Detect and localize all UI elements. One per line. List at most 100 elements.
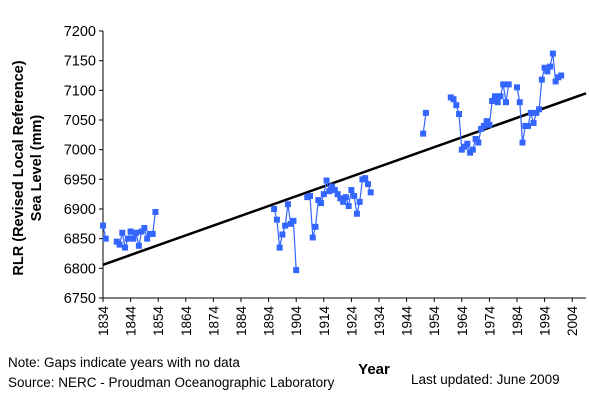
data-point [124, 235, 131, 242]
data-point [453, 102, 460, 109]
x-tick-label: 1924 [344, 306, 359, 337]
y-tick-label: 7000 [64, 143, 96, 159]
data-point [456, 111, 463, 118]
x-tick-label: 1874 [206, 306, 221, 337]
data-point [558, 72, 565, 79]
data-point [119, 229, 126, 236]
x-tick-label: 2004 [565, 306, 580, 337]
data-point [489, 98, 496, 105]
data-point [342, 194, 349, 201]
data-point [116, 241, 123, 248]
data-point [475, 139, 482, 146]
data-point [351, 192, 358, 199]
data-point [318, 200, 325, 207]
data-point [130, 235, 137, 242]
data-point [271, 206, 278, 212]
x-axis-label: Year [358, 361, 390, 378]
y-tick-label: 6800 [64, 261, 96, 277]
data-point [144, 235, 151, 242]
data-point [469, 146, 476, 153]
data-point [323, 177, 330, 184]
y-tick-label: 6900 [64, 202, 96, 218]
data-point [367, 189, 374, 196]
data-point [472, 135, 479, 142]
last-updated-note: Last updated: June 2009 [411, 372, 560, 387]
data-point [536, 106, 543, 113]
x-tick-label: 1884 [234, 306, 249, 337]
y-axis-label-line1: RLR (Revised Local Reference) [11, 60, 27, 275]
x-tick-label: 1954 [427, 306, 442, 337]
data-point [102, 235, 109, 242]
data-point [483, 118, 490, 125]
data-point [100, 222, 106, 229]
data-point [541, 64, 548, 71]
data-point [127, 228, 134, 235]
x-tick-label: 1994 [538, 306, 553, 337]
data-point [464, 140, 471, 147]
x-tick-label: 1964 [455, 306, 470, 337]
y-tick-label: 6750 [64, 291, 96, 307]
series-line [516, 53, 562, 143]
data-point [486, 121, 493, 128]
x-tick-label: 1894 [262, 306, 277, 337]
data-point [420, 130, 427, 137]
x-tick-label: 1864 [179, 306, 194, 337]
data-point [530, 119, 537, 126]
y-tick-label: 7050 [64, 113, 96, 129]
x-tick-label: 1844 [124, 306, 139, 337]
data-point [133, 229, 140, 236]
data-point [276, 244, 283, 251]
data-point [538, 76, 545, 83]
data-point [552, 78, 559, 85]
series-line [422, 112, 427, 134]
data-point [362, 175, 369, 182]
data-point [364, 181, 371, 188]
source-note: Source: NERC - Proudman Oceanographic La… [8, 375, 335, 390]
data-point [525, 122, 532, 129]
data-point [122, 244, 129, 251]
data-point [494, 99, 501, 106]
data-point [331, 187, 338, 194]
x-tick-label: 1974 [482, 306, 497, 337]
data-point [547, 63, 554, 70]
data-point [480, 122, 487, 129]
data-point [491, 93, 498, 100]
data-point [450, 96, 457, 103]
data-point [500, 81, 507, 88]
data-point [282, 222, 289, 229]
data-point [149, 230, 156, 237]
data-point [152, 208, 159, 215]
y-axis-label-line2: Sea Level (mm) [29, 115, 45, 222]
data-point [544, 68, 551, 75]
data-point [516, 99, 523, 106]
data-point [497, 93, 504, 100]
data-point [340, 198, 347, 205]
y-tick-label: 7200 [64, 24, 96, 40]
data-point [309, 234, 316, 241]
trend-line [102, 92, 587, 266]
data-point [329, 183, 336, 190]
y-tick-label: 7100 [64, 83, 96, 99]
data-point [356, 198, 363, 205]
data-point [533, 109, 540, 116]
data-point [273, 216, 280, 223]
data-point [348, 187, 355, 194]
data-point [519, 139, 526, 146]
data-point [502, 99, 509, 106]
x-tick-label: 1834 [96, 306, 111, 337]
x-tick-label: 1854 [151, 306, 166, 337]
data-point [505, 81, 512, 88]
x-tick-label: 1934 [372, 306, 387, 337]
data-point [290, 217, 297, 224]
data-point [307, 192, 313, 199]
data-point [326, 188, 333, 195]
data-point [320, 191, 327, 198]
y-tick-label: 6950 [64, 172, 96, 188]
data-point [293, 267, 300, 274]
data-point [337, 195, 344, 202]
data-point [141, 224, 148, 231]
y-tick-label: 6850 [64, 232, 96, 248]
data-point [334, 191, 341, 198]
x-tick-label: 1904 [289, 306, 304, 337]
